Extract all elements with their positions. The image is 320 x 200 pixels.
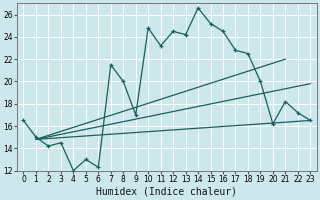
X-axis label: Humidex (Indice chaleur): Humidex (Indice chaleur) bbox=[96, 187, 237, 197]
